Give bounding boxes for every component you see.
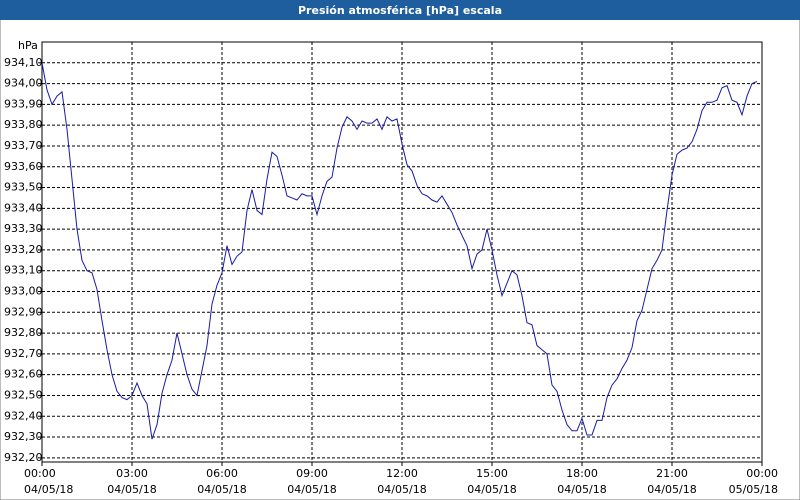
y-tick-label: 932,70 [4, 347, 43, 360]
title-bar [0, 0, 800, 20]
y-tick-label: 933,20 [4, 243, 43, 256]
y-tick-label: 932,20 [4, 451, 43, 464]
x-tick-date: 04/05/18 [287, 483, 336, 496]
y-axis-label: hPa [18, 39, 38, 52]
y-tick-label: 932,50 [4, 388, 43, 401]
x-tick-date: 04/05/18 [107, 483, 156, 496]
x-tick-label: 12:00 [386, 467, 418, 480]
chart-title: Presión atmosférica [hPa] escala [298, 4, 502, 17]
y-tick-label: 933,10 [4, 264, 43, 277]
x-tick-date: 05/05/18 [729, 483, 778, 496]
y-tick-label: 932,60 [4, 368, 43, 381]
y-tick-label: 933,50 [4, 181, 43, 194]
x-tick-date: 04/05/18 [197, 483, 246, 496]
x-tick-label: 03:00 [116, 467, 148, 480]
y-tick-label: 933,90 [4, 97, 43, 110]
y-tick-label: 933,70 [4, 139, 43, 152]
x-tick-label: 00:00 [746, 467, 778, 480]
x-tick-date: 04/05/18 [24, 483, 73, 496]
y-tick-label: 933,80 [4, 118, 43, 131]
x-tick-label: 18:00 [566, 467, 598, 480]
plot-border [41, 41, 763, 463]
y-tick-label: 932,30 [4, 430, 43, 443]
y-tick-label: 932,90 [4, 305, 43, 318]
x-tick-date: 04/05/18 [647, 483, 696, 496]
y-tick-label: 933,00 [4, 285, 43, 298]
data-line [41, 62, 758, 440]
y-tick-label: 932,80 [4, 326, 43, 339]
y-tick-label: 933,60 [4, 160, 43, 173]
y-tick-label: 934,10 [4, 56, 43, 69]
y-tick-label: 933,30 [4, 222, 43, 235]
y-tick-label: 934,00 [4, 77, 43, 90]
x-tick-date: 04/05/18 [557, 483, 606, 496]
x-tick-date: 04/05/18 [377, 483, 426, 496]
y-tick-label: 933,40 [4, 201, 43, 214]
x-tick-label: 00:00 [24, 467, 56, 480]
x-tick-label: 21:00 [656, 467, 688, 480]
y-tick-label: 932,40 [4, 409, 43, 422]
x-tick-date: 04/05/18 [467, 483, 516, 496]
x-tick-label: 15:00 [476, 467, 508, 480]
x-tick-label: 06:00 [206, 467, 238, 480]
x-tick-label: 09:00 [296, 467, 328, 480]
